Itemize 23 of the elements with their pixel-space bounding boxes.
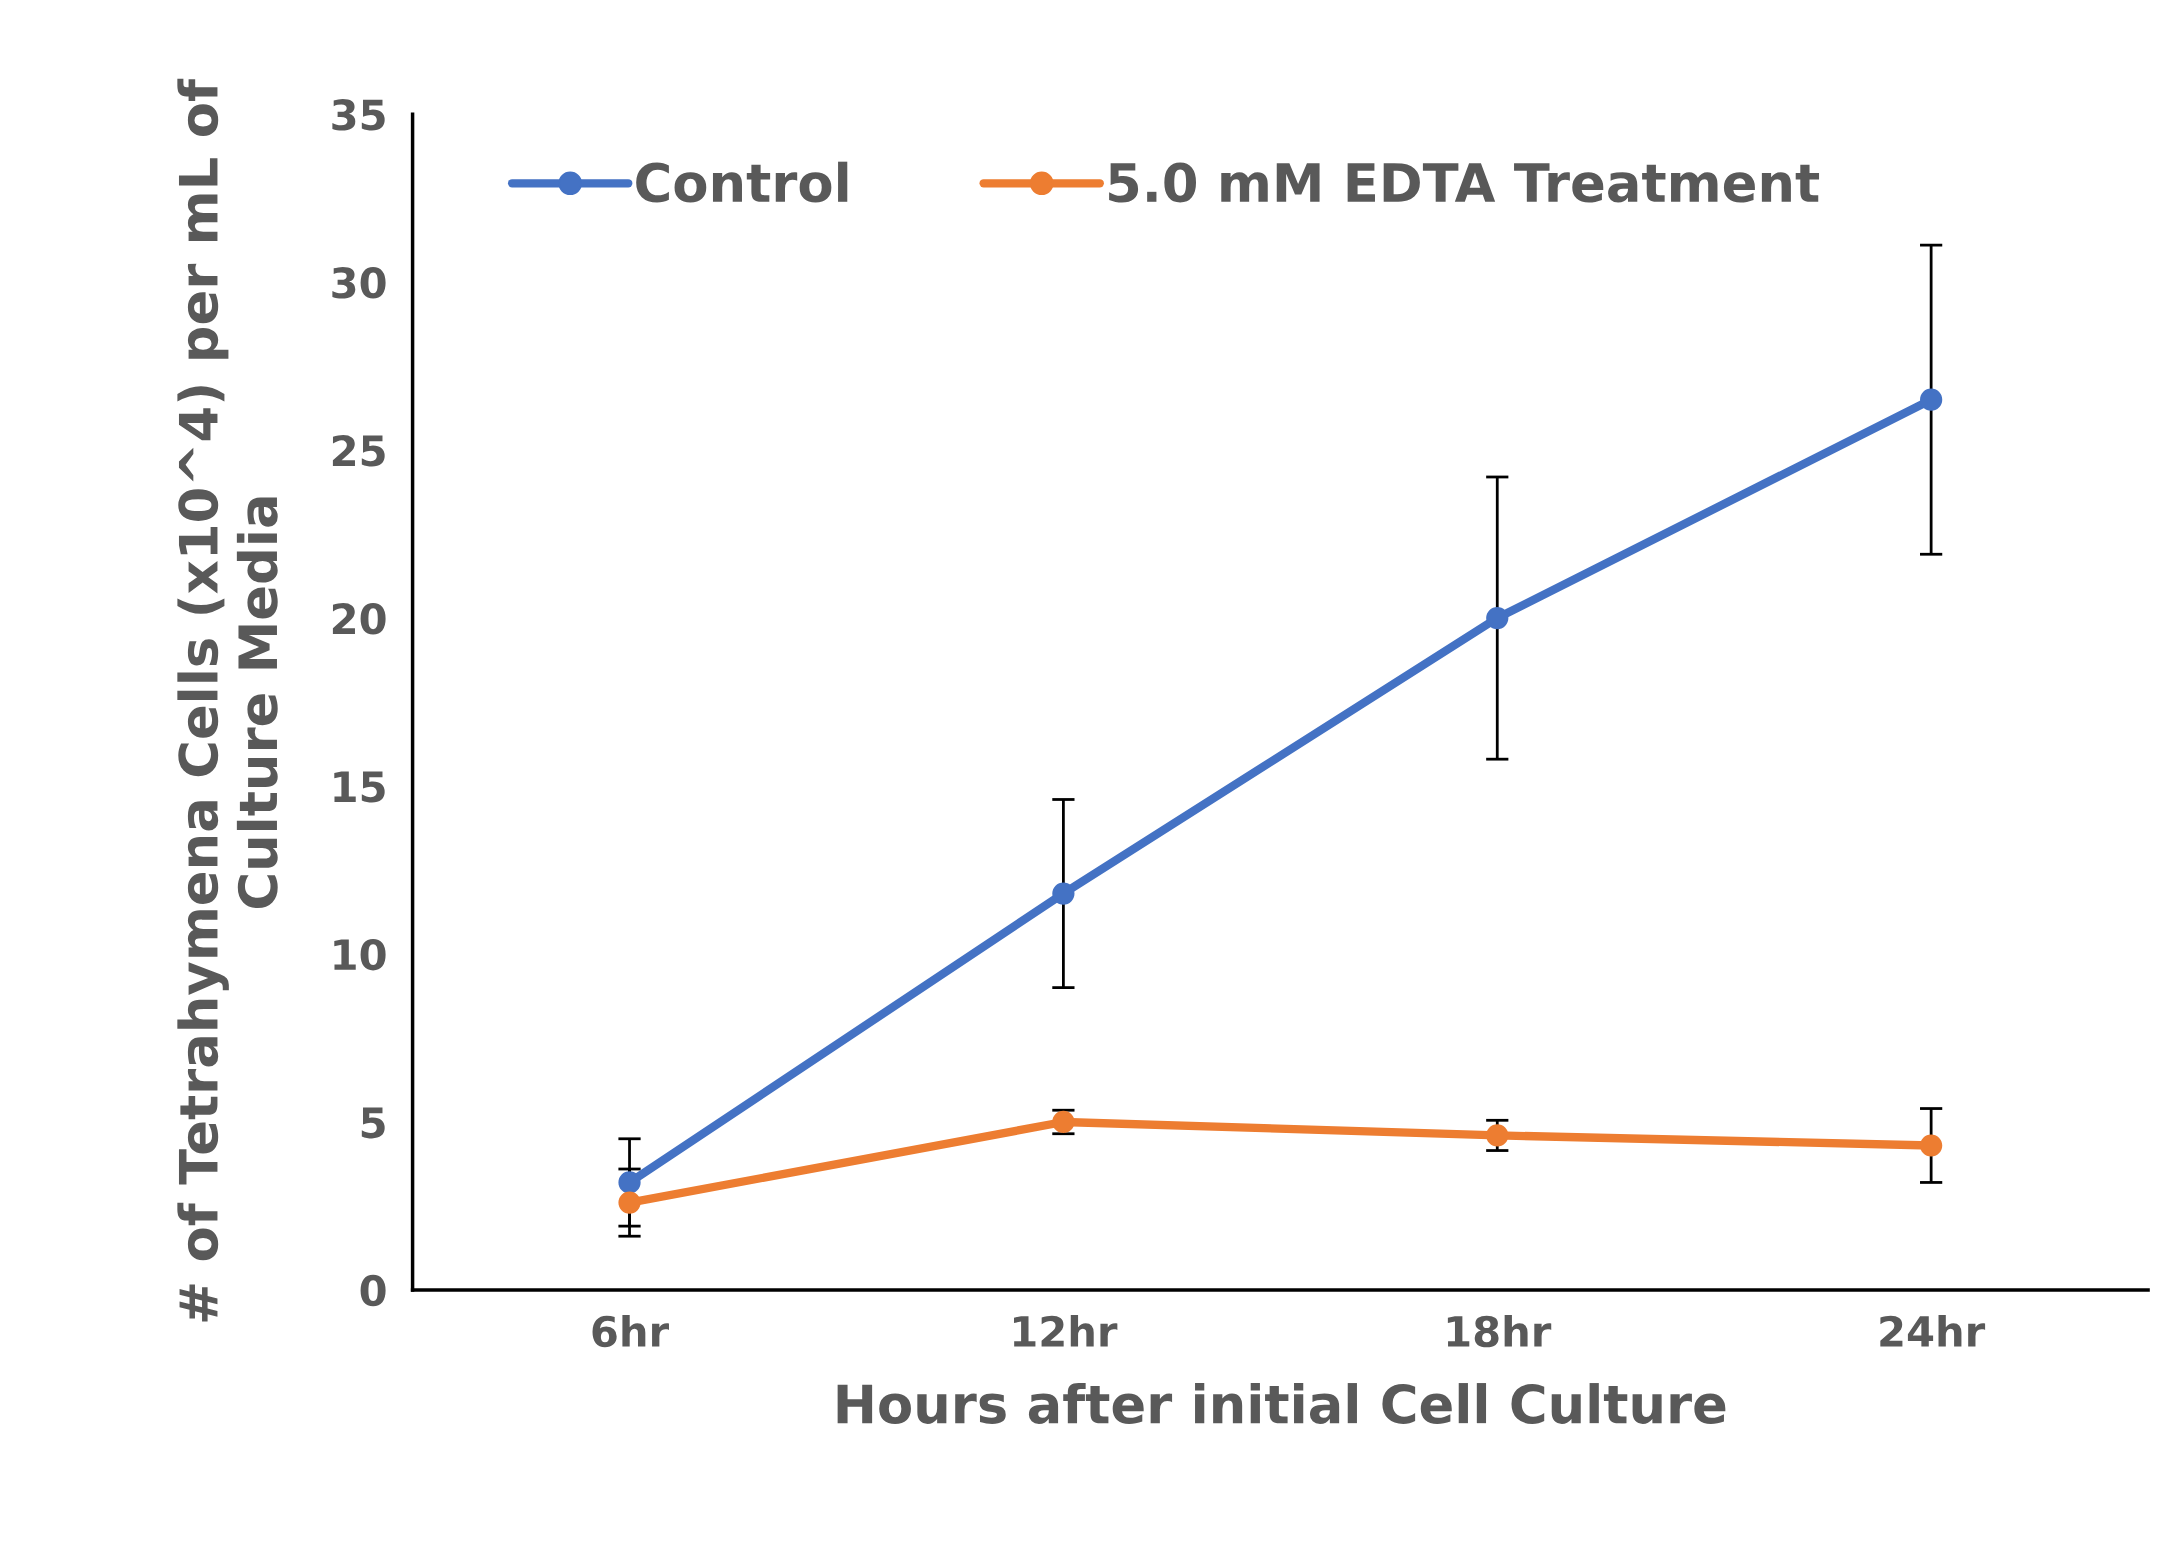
y-tick-label: 15: [334, 771, 385, 803]
point: [1486, 1124, 1509, 1147]
y-tick-label: 0: [360, 1274, 386, 1307]
point: [1486, 606, 1509, 630]
y-tick-label: 20: [332, 602, 386, 635]
legend-label: Control: [636, 161, 848, 203]
x-tick-label: 24hr: [1880, 1314, 1986, 1347]
x-axis-title: Hours after initial Cell Culture: [837, 1383, 1726, 1424]
y-axis-title: # of Tetrahymena Cells (x10^4) per mL of Culture Media: [177, 78, 278, 1322]
x-tick-label: 18hr: [1447, 1314, 1552, 1348]
y-tick-label: 35: [332, 99, 385, 131]
x-tick-label: 12hr: [1014, 1314, 1118, 1347]
y-tick-label: 5: [361, 1107, 385, 1139]
y-tick-label: 25: [332, 435, 385, 467]
point: [1920, 388, 1943, 411]
y-tick-label: 10: [334, 938, 386, 971]
legend-label: 5.0 mM EDTA Treatment: [1109, 162, 1820, 203]
point: [1920, 1134, 1943, 1157]
point: [618, 1191, 641, 1214]
point: [618, 1171, 641, 1194]
x-tick-label: 6hr: [592, 1314, 670, 1348]
y-tick-label: 30: [332, 267, 386, 299]
point: [1052, 882, 1075, 905]
